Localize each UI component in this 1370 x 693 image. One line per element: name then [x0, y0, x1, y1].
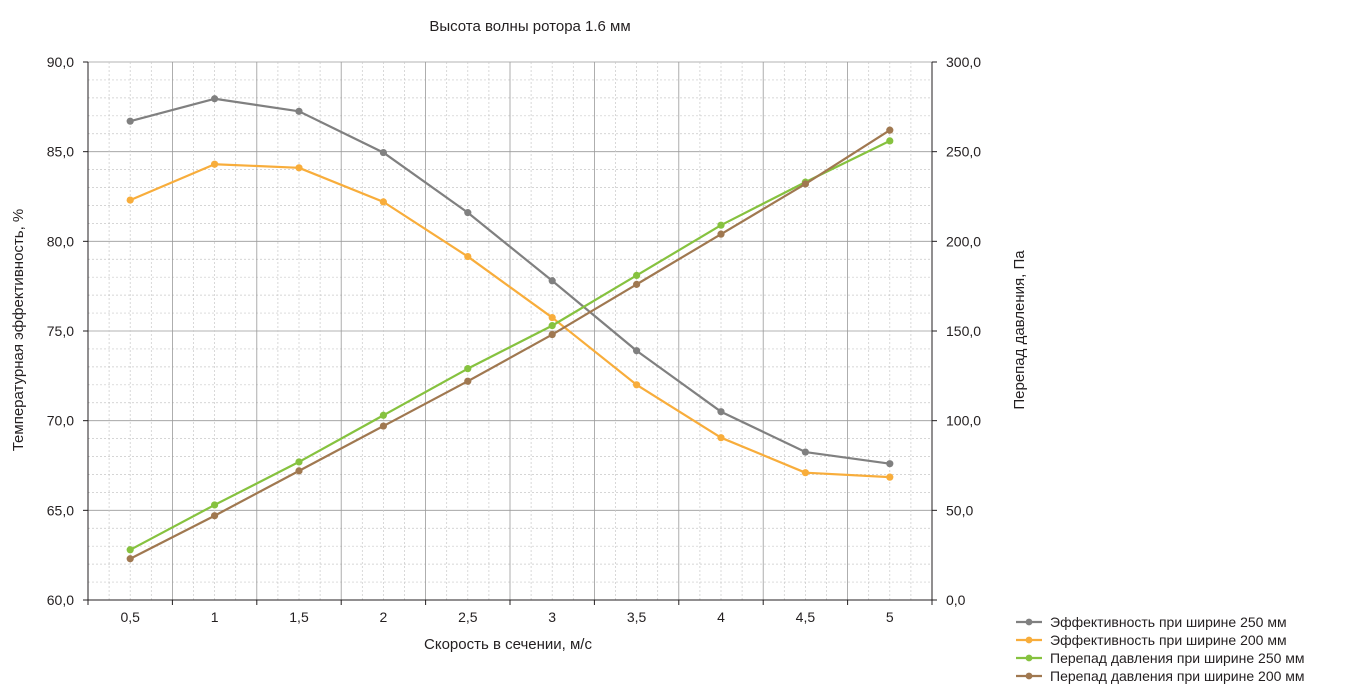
- data-point: [379, 422, 387, 430]
- data-point: [126, 555, 134, 563]
- y-left-tick-label: 90,0: [47, 54, 74, 70]
- y-right-tick-label: 250,0: [946, 144, 981, 160]
- data-point: [633, 280, 641, 288]
- data-point: [295, 164, 303, 172]
- series-line: [129, 129, 891, 560]
- legend-item: Эффективность при ширине 250 мм: [1016, 614, 1287, 630]
- data-point: [295, 458, 303, 466]
- x-axis-title: Скорость в сечении, м/с: [424, 636, 592, 653]
- data-point: [886, 126, 894, 134]
- series-1: [126, 95, 894, 468]
- y-right-tick-label: 50,0: [946, 502, 973, 518]
- x-tick-label: 3: [548, 609, 556, 625]
- x-tick-label: 2,5: [458, 609, 478, 625]
- x-tick-label: 3,5: [627, 609, 647, 625]
- data-point: [886, 473, 894, 481]
- y-left-tick-label: 70,0: [47, 413, 74, 429]
- y-right-tick-label: 300,0: [946, 54, 981, 70]
- data-point: [548, 322, 556, 330]
- series-3: [126, 137, 894, 554]
- y-left-tick-label: 75,0: [47, 323, 74, 339]
- data-point: [548, 277, 556, 285]
- x-tick-label: 4: [717, 609, 725, 625]
- legend: Эффективность при ширине 250 мм Эффективн…: [1016, 614, 1305, 684]
- legend-swatch-marker: [1025, 636, 1033, 644]
- y-left-tick-label: 60,0: [47, 592, 74, 608]
- x-tick-label: 5: [886, 609, 894, 625]
- data-point: [126, 117, 134, 125]
- x-tick-label: 1,5: [289, 609, 309, 625]
- legend-swatch-marker: [1025, 654, 1033, 662]
- series-line: [129, 139, 891, 551]
- data-point: [464, 377, 472, 385]
- x-tick-label: 2: [380, 609, 388, 625]
- data-point: [211, 95, 219, 103]
- x-tick-label: 1: [211, 609, 219, 625]
- data-point: [717, 408, 725, 416]
- y-right-tick-label: 200,0: [946, 233, 981, 249]
- data-point: [464, 252, 472, 261]
- data-point: [295, 467, 303, 475]
- y-axis-right-title: Перепад давления, Па: [1011, 250, 1028, 410]
- series-line: [129, 163, 890, 479]
- series: [126, 95, 894, 563]
- series-4: [126, 126, 894, 563]
- legend-item: Перепад давления при ширине 200 мм: [1016, 668, 1305, 684]
- data-point: [379, 198, 387, 206]
- y-right-tick-label: 150,0: [946, 323, 981, 339]
- data-point: [717, 230, 725, 238]
- data-point: [801, 469, 810, 477]
- data-point: [211, 160, 219, 168]
- data-point: [379, 411, 387, 419]
- legend-item: Перепад давления при ширине 250 мм: [1016, 650, 1305, 666]
- y-right-tick-label: 100,0: [946, 413, 981, 429]
- legend-label: Перепад давления при ширине 200 мм: [1050, 668, 1305, 684]
- y-axis-left-title: Температурная эффективность, %: [10, 209, 27, 452]
- data-point: [633, 271, 641, 280]
- y-left-tick-label: 65,0: [47, 502, 74, 518]
- data-point: [717, 434, 725, 442]
- data-point: [633, 347, 641, 355]
- series-line: [129, 97, 890, 465]
- data-point: [548, 330, 556, 339]
- data-point: [379, 148, 387, 157]
- data-point: [801, 448, 810, 456]
- data-point: [548, 313, 556, 322]
- data-point: [295, 107, 303, 115]
- data-point: [211, 512, 219, 520]
- data-point: [717, 221, 725, 229]
- legend-swatch-marker: [1025, 672, 1033, 680]
- x-tick-label: 4,5: [796, 609, 816, 625]
- data-point: [801, 180, 810, 188]
- data-point: [126, 196, 134, 204]
- legend-label: Эффективность при ширине 200 мм: [1050, 632, 1287, 648]
- data-point: [126, 546, 134, 554]
- data-point: [886, 137, 894, 145]
- series-2: [126, 160, 894, 481]
- legend-label: Перепад давления при ширине 250 мм: [1050, 650, 1305, 666]
- legend-label: Эффективность при ширине 250 мм: [1050, 614, 1287, 630]
- data-point: [211, 501, 219, 509]
- x-tick-label: 0,5: [120, 609, 140, 625]
- data-point: [886, 460, 894, 468]
- y-right-tick-label: 0,0: [946, 592, 966, 608]
- data-point: [464, 365, 472, 373]
- y-left-tick-label: 85,0: [47, 144, 74, 160]
- data-point: [464, 209, 472, 217]
- grid: [88, 61, 932, 600]
- ticks: 60,0 65,0 70,0 75,0 80,0 85,0 90,0 0,0 50,0 100,0…: [47, 54, 981, 625]
- y-left-tick-label: 80,0: [47, 233, 74, 249]
- data-point: [633, 381, 641, 389]
- chart-title: Высота волны ротора 1.6 мм: [429, 18, 630, 35]
- legend-swatch-marker: [1025, 618, 1033, 626]
- legend-item: Эффективность при ширине 200 мм: [1016, 632, 1287, 648]
